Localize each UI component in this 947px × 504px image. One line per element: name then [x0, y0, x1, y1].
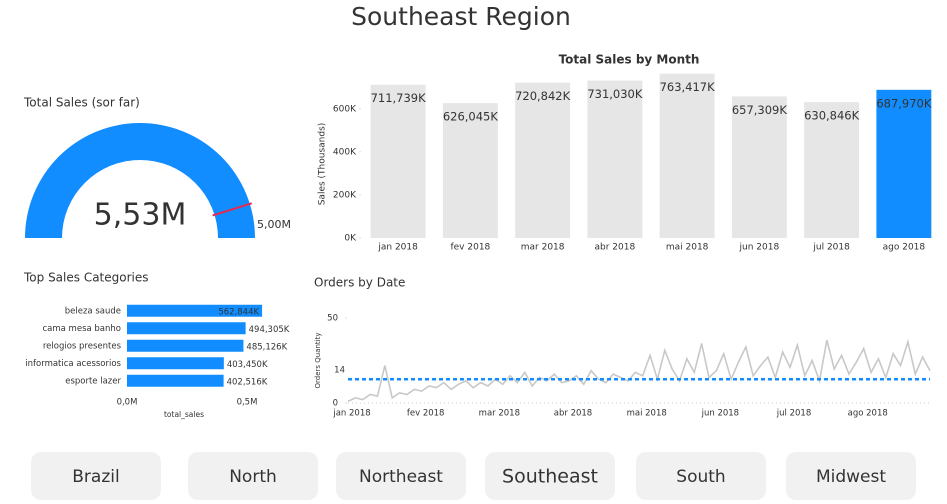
data-label: 711,739K [371, 91, 427, 105]
bar [127, 322, 246, 335]
x-tick-label: mai 2018 [627, 409, 667, 419]
x-tick-label: abr 2018 [554, 409, 592, 419]
chart-title: Top Sales Categories [23, 271, 149, 285]
x-tick-label: ago 2018 [848, 409, 888, 419]
bar [127, 374, 224, 387]
x-tick-label: jun 2018 [739, 243, 780, 253]
x-tick-label: jun 2018 [701, 409, 739, 419]
data-label: 731,030K [587, 87, 643, 101]
y-tick-label: 50 [327, 314, 338, 324]
data-label: 494,305K [249, 325, 290, 335]
data-label: 630,846K [804, 109, 860, 123]
data-label: 403,450K [227, 360, 268, 370]
bar [127, 304, 263, 317]
bar [876, 89, 932, 239]
chart-title: Orders by Date [314, 276, 405, 290]
nav-button-label[interactable]: South [676, 467, 725, 487]
x-tick-label: ago 2018 [883, 243, 926, 253]
x-tick-label: jul 2018 [776, 409, 811, 419]
nav-button[interactable] [31, 452, 161, 500]
data-label: 626,045K [443, 110, 499, 124]
bar [804, 102, 860, 238]
data-label: 687,970K [876, 96, 932, 110]
bar [659, 73, 715, 239]
data-label: 763,417K [660, 80, 716, 94]
x-tick-label: fev 2018 [450, 243, 490, 253]
page-title: Southeast Region [351, 2, 571, 31]
x-axis-label: total_sales [164, 410, 204, 419]
x-tick-label: mai 2018 [666, 243, 709, 253]
data-label: 402,516K [227, 377, 268, 387]
x-tick-label: 0,0M [117, 398, 138, 408]
gauge-arc [25, 123, 255, 238]
nav-button[interactable] [786, 452, 916, 500]
nav-button[interactable] [485, 452, 615, 500]
x-tick-label: jul 2018 [812, 243, 850, 253]
x-tick-label: 0,5M [237, 398, 258, 408]
y-tick-label: 0K [344, 234, 357, 244]
bar [127, 357, 224, 370]
y-axis-label: Sales (Thousands) [318, 123, 328, 206]
data-label: 485,126K [246, 342, 287, 352]
gauge-value: 5,53M [94, 198, 187, 233]
gauge-target-label: 5,00M [257, 218, 291, 231]
category-label: beleza saude [65, 306, 121, 316]
category-label: cama mesa banho [42, 324, 121, 334]
bar [442, 103, 498, 238]
y-tick-label: 200K [333, 190, 357, 200]
bar [127, 339, 244, 352]
category-label: informatica acessorios [25, 359, 121, 369]
bar [731, 96, 787, 238]
line-series [347, 338, 931, 403]
chart-title: Total Sales (sor far) [23, 96, 140, 110]
nav-button-label[interactable]: Brazil [72, 467, 119, 487]
x-tick-label: jan 2018 [377, 243, 418, 253]
bar [515, 82, 571, 238]
nav-button[interactable] [188, 452, 318, 500]
nav-button[interactable] [336, 452, 466, 500]
chart-title: Total Sales by Month [559, 53, 700, 67]
average-label: 14 [334, 366, 345, 376]
nav-button-label[interactable]: Southeast [502, 466, 598, 488]
data-label: 720,842K [515, 89, 571, 103]
bar [370, 84, 426, 239]
y-tick-label: 0 [333, 399, 338, 409]
nav-button[interactable] [636, 452, 766, 500]
x-tick-label: mar 2018 [521, 243, 565, 253]
x-tick-label: abr 2018 [595, 243, 636, 253]
nav-button-label[interactable]: North [229, 467, 277, 487]
category-label: relogios presentes [43, 341, 122, 351]
category-label: esporte lazer [65, 376, 121, 386]
x-tick-label: fev 2018 [407, 409, 445, 419]
nav-button-label[interactable]: Midwest [816, 467, 886, 487]
x-tick-label: mar 2018 [479, 409, 520, 419]
y-tick-label: 400K [333, 147, 357, 157]
y-axis-label: Orders Quantity [314, 332, 322, 388]
nav-button-label[interactable]: Northeast [359, 467, 443, 487]
data-label: 657,309K [732, 103, 788, 117]
y-tick-label: 600K [333, 104, 357, 114]
gauge-target [212, 202, 253, 217]
x-tick-label: jan 2018 [332, 409, 370, 419]
bar [587, 80, 643, 238]
data-label: 562,844K [218, 307, 259, 317]
